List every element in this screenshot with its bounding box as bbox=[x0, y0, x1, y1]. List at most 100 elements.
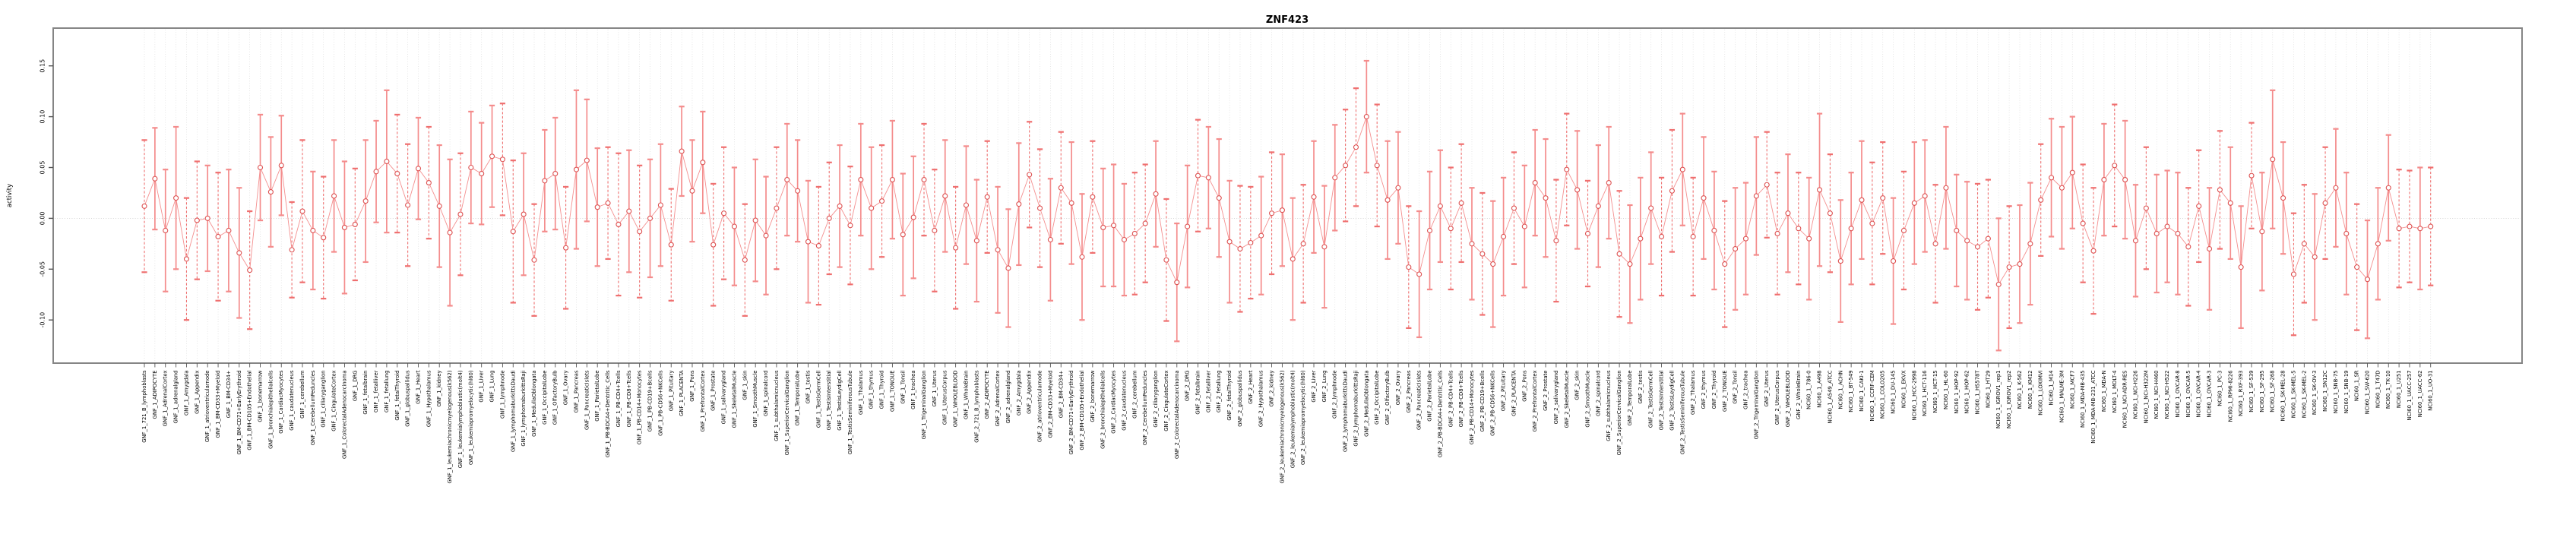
error-bar bbox=[1142, 163, 1148, 283]
x-tick-label: GNF_1_Lung bbox=[489, 371, 495, 403]
x-tick-label: GNF_2_Uterus bbox=[1764, 370, 1770, 406]
data-point bbox=[531, 257, 537, 263]
x-tick-label: NCI60_1_SK-MEL-2 bbox=[2301, 371, 2307, 419]
data-point bbox=[1701, 195, 1707, 201]
x-tick-label: NCI60_1_BT-549 bbox=[1848, 371, 1854, 412]
data-point bbox=[995, 247, 1001, 253]
x-tick-label: GNF_1_UterusCorpus bbox=[942, 370, 948, 425]
x-tick-label: GNF_1_ADIPOCYTE bbox=[152, 371, 158, 419]
x-tick-label: GNF_2_testis bbox=[1638, 370, 1644, 403]
data-point bbox=[468, 164, 474, 171]
data-point bbox=[963, 202, 970, 208]
data-point bbox=[700, 160, 706, 166]
data-point bbox=[2206, 245, 2213, 252]
x-tick-label: GNF_1_fetalThyroid bbox=[394, 371, 400, 421]
y-axis-label: activity bbox=[6, 184, 14, 207]
x-tick-label: GNF_1_atrioventricularnode bbox=[204, 371, 210, 443]
x-tick-label: GNF_2_fetalliver bbox=[1205, 370, 1211, 412]
x-tick-label: NCI60_1_ACHN bbox=[1837, 371, 1843, 409]
data-point bbox=[984, 194, 990, 200]
data-point bbox=[721, 210, 727, 217]
data-point bbox=[1900, 227, 1907, 234]
data-point bbox=[637, 229, 643, 235]
data-point bbox=[2038, 197, 2044, 203]
error-bar bbox=[194, 160, 200, 280]
x-tick-label: GNF_1_lymphomaburkittsRaji bbox=[521, 370, 527, 446]
x-tick-label: NCI60_1_HOP-92 bbox=[1954, 371, 1960, 414]
x-tick-label: GNF_2_TestisGermCell bbox=[1648, 370, 1654, 428]
data-point bbox=[299, 208, 305, 214]
data-point bbox=[2112, 163, 2118, 169]
x-tick-label: NCI60_1_HCT-15 bbox=[1932, 371, 1938, 413]
x-tick-label: GNF_1_spinalcord bbox=[763, 371, 769, 416]
data-point bbox=[1679, 166, 1685, 172]
data-point bbox=[1659, 233, 1665, 240]
x-tick-label: GNF_1_PB-CD4+Tcells bbox=[616, 370, 622, 427]
data-point bbox=[1205, 175, 1211, 181]
data-point bbox=[1669, 188, 1675, 194]
x-tick-label: GNF_2_AdrenalCortex bbox=[995, 371, 1001, 427]
x-tick-label: GNF_1_PancreaticIslets bbox=[584, 370, 590, 430]
x-tick-label: GNF_2_leukemiachronicmyelogenous(k562) bbox=[1279, 370, 1285, 483]
data-point bbox=[573, 166, 580, 172]
data-point bbox=[436, 203, 442, 209]
data-point bbox=[869, 205, 875, 211]
data-point bbox=[415, 166, 422, 172]
data-point bbox=[1574, 187, 1581, 193]
data-point bbox=[1363, 114, 1369, 120]
data-point bbox=[1943, 185, 1949, 191]
data-point bbox=[352, 221, 358, 227]
x-tick-label: NCI60_1_NCI-H522 bbox=[2164, 371, 2170, 419]
data-point bbox=[879, 198, 885, 204]
x-tick-label: NCI60_1_SN12C bbox=[2322, 370, 2328, 412]
error-bar bbox=[1690, 176, 1696, 297]
data-point bbox=[1891, 258, 1897, 264]
data-point bbox=[1606, 180, 1612, 186]
data-point bbox=[742, 257, 748, 263]
error-bar bbox=[510, 160, 516, 304]
data-point bbox=[774, 205, 780, 211]
data-point bbox=[226, 227, 232, 234]
gridlines bbox=[55, 30, 2521, 362]
data-point bbox=[2385, 185, 2391, 191]
data-point bbox=[2122, 177, 2128, 183]
x-tick-label: GNF_1_PB-CD14+Monocytes bbox=[637, 370, 643, 444]
x-tick-label: NCI60_1_OVCAR-3 bbox=[2207, 371, 2213, 418]
x-tick-label: GNF_2_Thyroid bbox=[1711, 371, 1717, 409]
x-tick-label: GNF_1_PB-CD56+NKCells bbox=[657, 370, 663, 436]
data-series bbox=[141, 59, 2434, 352]
data-point bbox=[1416, 271, 1422, 277]
x-tick-label: GNF_2_Tonsil bbox=[1733, 370, 1739, 403]
data-point bbox=[689, 188, 695, 194]
error-bar bbox=[2301, 184, 2307, 304]
x-tick-label: GNF_2_lymphomaburkittsRaji bbox=[1353, 370, 1359, 446]
data-point bbox=[1974, 244, 1981, 250]
x-tick-label: GNF_2_Prostate bbox=[1543, 371, 1549, 411]
x-tick-label: GNF_2_ciliaryganglion bbox=[1153, 371, 1159, 428]
data-point bbox=[1248, 239, 1254, 246]
x-tick-label: GNF_1_lymphnode bbox=[499, 371, 505, 419]
x-tick-label: GNF_2_PLACENTA bbox=[1511, 370, 1517, 416]
x-tick-label: GNF_2_Thalamus bbox=[1690, 370, 1696, 415]
data-point bbox=[521, 211, 527, 217]
x-tick-label: NCI60_1_A549_ATCC bbox=[1827, 370, 1833, 423]
data-point bbox=[815, 242, 821, 249]
x-tick-label: NCI60_1_RXF-393 bbox=[2238, 371, 2244, 416]
x-tick-label: GNF_1_TestisSeminiferousTubule bbox=[847, 371, 853, 455]
data-point bbox=[499, 156, 505, 163]
x-tick-label: GNF_1_Thalamus bbox=[858, 370, 864, 415]
data-point bbox=[594, 204, 600, 210]
data-point bbox=[1279, 207, 1285, 213]
x-tick-label: GNF_2_salivarygland bbox=[1553, 371, 1559, 425]
x-tick-label: GNF_1_leukemiapromyelocytic(hl60) bbox=[468, 370, 474, 465]
x-tick-label: NCI60_1_MDA-MB-231_ATCC bbox=[2090, 370, 2097, 444]
x-tick-label: GNF_2_leukemialymphoblastic(molt4) bbox=[1290, 370, 1296, 468]
x-tick-label: GNF_1_BM-CD34+ bbox=[226, 371, 232, 419]
x-tick-label: NCI60_1_SF-539 bbox=[2248, 371, 2255, 412]
data-point bbox=[1785, 210, 1791, 217]
data-point bbox=[2006, 264, 2012, 270]
x-tick-label: GNF_1_testis bbox=[805, 370, 811, 403]
data-point bbox=[2312, 254, 2318, 260]
x-tick-label: NCI60_1_MCF7 bbox=[2069, 371, 2075, 409]
x-tick-label: GNF_1_TrigeminalGanglion bbox=[921, 371, 927, 440]
